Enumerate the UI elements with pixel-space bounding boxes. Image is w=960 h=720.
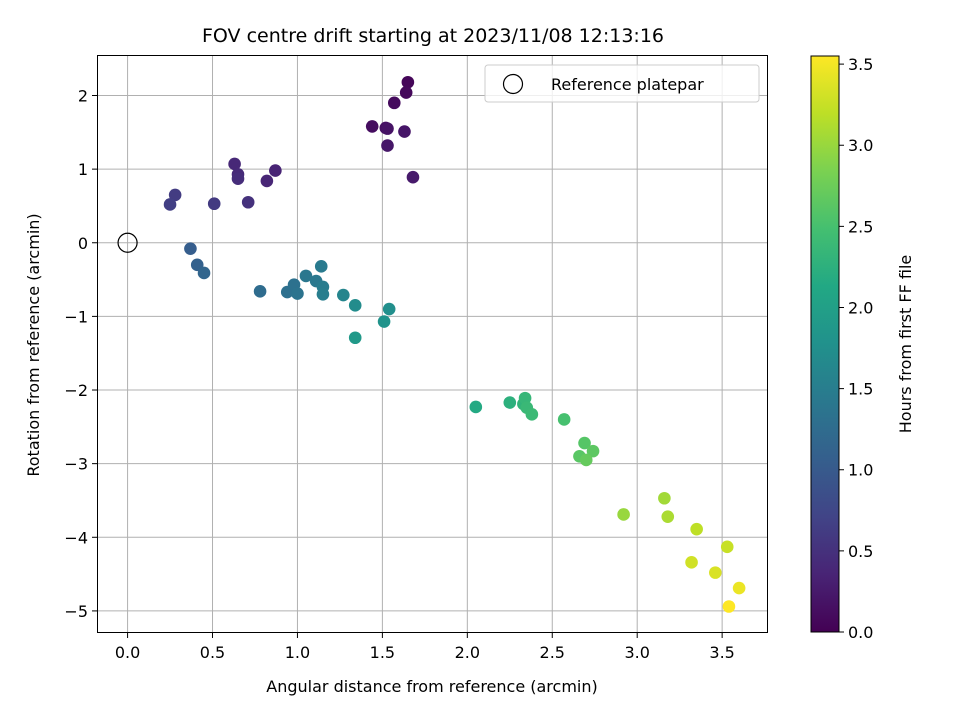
- x-tick-label: 0.0: [115, 643, 140, 662]
- scatter-point: [163, 198, 177, 211]
- scatter-point: [557, 413, 571, 426]
- scatter-point: [197, 266, 211, 280]
- scatter-point: [586, 444, 600, 458]
- x-axis-label: Angular distance from reference (arcmin): [266, 677, 597, 696]
- scatter-point: [406, 170, 420, 184]
- scatter-point: [685, 556, 698, 569]
- x-tick-label: 1.0: [285, 643, 310, 662]
- scatter-point: [617, 508, 630, 521]
- scatter-point: [291, 287, 304, 300]
- scatter-point: [348, 331, 362, 345]
- colorbar-tick-label: 1.0: [848, 461, 873, 480]
- plot-area-frame: [97, 55, 768, 633]
- scatter-point: [316, 287, 330, 301]
- y-tick-label: −4: [64, 528, 88, 547]
- scatter-point: [661, 510, 675, 523]
- y-axis-ticks: −5 −4 −3 −2 −1 0 1 2: [64, 86, 97, 621]
- scatter-point: [314, 260, 328, 273]
- scatter-point: [525, 408, 539, 421]
- scatter-point: [228, 157, 241, 171]
- scatter-point: [469, 400, 483, 414]
- colorbar-tick-label: 2.5: [848, 217, 873, 236]
- scatter-point: [382, 302, 396, 316]
- x-axis-ticks: 0.0 0.5 1.0 1.5 2.0 2.5 3.0 3.5: [115, 633, 735, 662]
- colorbar-tick-label: 2.0: [848, 298, 873, 317]
- scatter-point: [231, 172, 245, 185]
- colorbar-label: Hours from first FF file: [896, 255, 915, 434]
- scatter-point: [377, 315, 391, 328]
- colorbar-tick-label: 0.0: [848, 623, 873, 642]
- colorbar-ticks: 0.0 0.5 1.0 1.5 2.0 2.5 3.0 3.5: [839, 55, 873, 642]
- scatter-point: [260, 174, 274, 188]
- y-tick-label: 2: [78, 86, 88, 105]
- x-tick-label: 3.0: [624, 643, 649, 662]
- legend-reference-marker-icon: [502, 73, 524, 95]
- scatter-point: [269, 164, 282, 177]
- scatter-point: [722, 600, 736, 613]
- colorbar-tick-label: 0.5: [848, 542, 873, 561]
- x-tick-label: 2.5: [540, 643, 565, 662]
- colorbar-tick-label: 1.5: [848, 380, 873, 399]
- scatter-point: [168, 188, 182, 202]
- scatter-point: [518, 391, 532, 405]
- scatter-point: [503, 396, 517, 409]
- chart-title: FOV centre drift starting at 2023/11/08 …: [202, 25, 664, 47]
- y-tick-label: −2: [64, 381, 88, 400]
- scatter-point: [579, 453, 593, 467]
- x-tick-label: 3.5: [709, 643, 734, 662]
- x-tick-label: 2.0: [455, 643, 480, 662]
- y-axis-label: Rotation from reference (arcmin): [24, 213, 43, 476]
- scatter-point: [337, 288, 350, 302]
- scatter-point: [253, 285, 267, 298]
- scatter-point: [184, 242, 197, 255]
- y-tick-label: −5: [64, 602, 88, 621]
- scatter-point: [365, 120, 379, 133]
- data-points: [163, 75, 746, 613]
- y-tick-label: 1: [78, 160, 88, 179]
- colorbar-tick-label: 3.0: [848, 136, 873, 155]
- scatter-point: [387, 96, 401, 110]
- scatter-point: [348, 299, 362, 312]
- legend-entry-reference: Reference platepar: [551, 75, 704, 94]
- scatter-point: [690, 522, 703, 536]
- grid-lines: [97, 55, 768, 633]
- scatter-point: [299, 269, 313, 283]
- legend: Reference platepar: [484, 64, 760, 103]
- colorbar-tick-label: 3.5: [848, 55, 873, 74]
- x-tick-label: 1.5: [370, 643, 395, 662]
- scatter-point: [381, 122, 394, 135]
- y-tick-label: 0: [78, 234, 88, 253]
- colorbar: [810, 55, 840, 633]
- scatter-point: [381, 139, 394, 152]
- scatter-point: [732, 581, 746, 595]
- scatter-point: [241, 195, 255, 209]
- scatter-point: [709, 566, 722, 579]
- scatter-point: [658, 491, 671, 505]
- scatter-point: [399, 86, 413, 99]
- reference-point-marker: [117, 232, 138, 253]
- scatter-point: [578, 436, 591, 450]
- y-tick-label: −1: [64, 307, 88, 326]
- legend-box: [484, 64, 760, 103]
- scatter-point: [398, 125, 411, 138]
- scatter-point: [720, 540, 734, 554]
- scatter-point: [207, 197, 221, 211]
- x-tick-label: 0.5: [200, 643, 225, 662]
- scatter-point: [401, 75, 415, 89]
- y-tick-label: −3: [64, 455, 88, 474]
